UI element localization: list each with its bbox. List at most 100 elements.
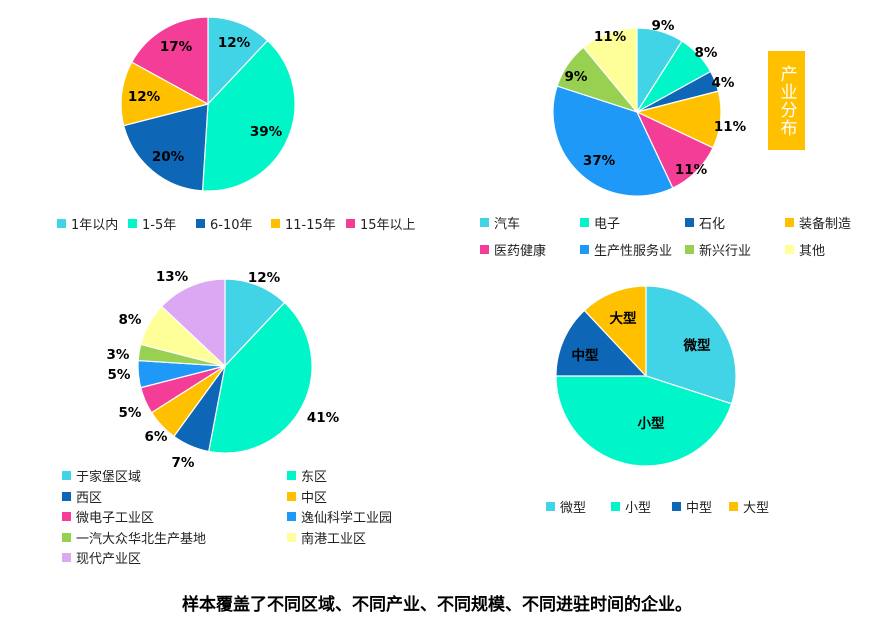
legend-swatch: [546, 502, 555, 511]
legend-item: 石化: [685, 213, 725, 232]
legend-swatch: [580, 245, 589, 254]
pie-2-data-label-4: 5%: [119, 405, 142, 421]
pie-2-slice-0: [224, 278, 286, 368]
legend-item: 微型: [546, 497, 586, 516]
legend-swatch: [480, 245, 489, 254]
legend-swatch: [785, 218, 794, 227]
pie-3-data-label-0: 微型: [683, 337, 712, 354]
pie-1-data-label-5: 37%: [583, 153, 616, 169]
legend-item: 生产性服务业: [580, 240, 672, 259]
legend-item: 小型: [611, 497, 651, 516]
pie-1-data-label-7: 11%: [594, 29, 627, 45]
legend-item: 南港工业区: [287, 528, 366, 547]
pie-0-slice-4: [130, 16, 209, 106]
legend-item: 大型: [729, 497, 769, 516]
legend-swatch: [57, 219, 66, 228]
legend-label: 于家堡区域: [76, 470, 142, 485]
legend-item: 15年以上: [346, 214, 416, 233]
legend-item: 医药健康: [480, 240, 546, 259]
pie-3-slice-1: [555, 375, 733, 467]
legend-label: 微型: [560, 501, 587, 516]
legend-item: 于家堡区域: [62, 466, 141, 485]
legend-item: 西区: [62, 487, 102, 506]
pie-2-data-label-2: 7%: [172, 455, 195, 471]
legend-label: 现代产业区: [76, 552, 142, 567]
legend-item: 6-10年: [196, 214, 253, 233]
legend-swatch: [729, 502, 738, 511]
legend-label: 逸仙科学工业园: [301, 511, 393, 526]
legend-label: 电子: [594, 217, 621, 232]
pie-1-data-label-1: 8%: [695, 45, 718, 61]
legend-item: 其他: [785, 240, 825, 259]
pie-1-slice-7: [582, 27, 638, 114]
legend-swatch: [287, 491, 296, 501]
legend-item: 微电子工业区: [62, 507, 154, 526]
pie-0-slice-0: [207, 16, 269, 106]
legend-swatch: [580, 218, 589, 227]
pie-0-slice-3: [120, 61, 210, 127]
legend-label: 微电子工业区: [76, 511, 155, 526]
legend-label: 中型: [686, 501, 713, 516]
pie-1: 9% 8% 4% 11% 11% 37% 9% 11%: [552, 18, 747, 197]
legend-swatch: [685, 245, 694, 254]
pie-1-slice-5: [552, 85, 674, 197]
legend-swatch: [271, 219, 280, 228]
legend-item: 1-5年: [128, 214, 176, 233]
pie-0-data-label-0: 12%: [218, 35, 251, 51]
legend-label: 中区: [301, 490, 328, 506]
legend-label: 大型: [743, 501, 770, 516]
legend-label: 小型: [625, 501, 652, 516]
legend-swatch: [346, 219, 355, 228]
legend-swatch: [287, 512, 296, 521]
pie-2-data-label-3: 6%: [145, 429, 168, 445]
legend-swatch: [62, 512, 71, 521]
pie-1-data-label-4: 11%: [675, 162, 708, 178]
legend-swatch: [128, 219, 137, 228]
legend-label: 东区: [301, 470, 328, 485]
pie-2: 12%41%7%6%5%5%3%8%13%: [107, 269, 340, 471]
legend-item: 11-15年: [271, 214, 336, 233]
legend-item: 一汽大众华北生产基地: [62, 528, 206, 547]
legend-item: 中型: [672, 497, 712, 516]
footer-note: 样本覆盖了不同区域、不同产业、不同规模、不同进驻时间的企业。: [182, 595, 692, 615]
pie-2-data-label-5: 5%: [108, 367, 131, 383]
legend-swatch: [62, 553, 71, 562]
legend-swatch: [287, 532, 296, 542]
legend-swatch: [480, 218, 489, 227]
pie-0: 12% 39% 20% 12% 17%: [120, 16, 296, 192]
legend-label: 装备制造: [799, 217, 852, 232]
pie-2-data-label-0: 12%: [248, 270, 281, 286]
legend-item: 逸仙科学工业园: [287, 507, 392, 526]
pie-3-data-label-1: 小型: [638, 415, 666, 432]
legend-label: 11-15年: [285, 218, 336, 233]
pie-1-data-label-3: 11%: [714, 119, 747, 135]
legend-label: 汽车: [494, 217, 521, 232]
legend-swatch: [62, 491, 71, 501]
legend-swatch: [685, 218, 694, 227]
pie-3-slice-0: [645, 285, 737, 405]
legend-label: 新兴行业: [699, 244, 752, 259]
legend-swatch: [287, 471, 296, 480]
legend-label: 西区: [76, 490, 103, 506]
pie-3-slice-2: [555, 309, 648, 377]
pie-2-data-label-1: 41%: [307, 410, 340, 426]
pie-3-slice-3: [583, 285, 647, 378]
pie-1-data-label-6: 9%: [565, 69, 588, 85]
pie-0-data-label-1: 39%: [250, 124, 283, 140]
legend-item: 电子: [580, 213, 620, 232]
legend-label: 石化: [699, 217, 726, 232]
legend-swatch: [62, 471, 71, 480]
legend-swatch: [611, 502, 620, 511]
legend-item: 1年以内: [57, 214, 118, 233]
legend-swatch: [672, 502, 681, 511]
pie-3-data-label-3: 大型: [610, 310, 638, 327]
legend-swatch: [196, 219, 205, 228]
legend-label: 南港工业区: [301, 531, 367, 547]
legend-label: 生产性服务业: [594, 244, 673, 259]
legend-label: 一汽大众华北生产基地: [76, 531, 207, 547]
pie-2-slice-8: [160, 278, 226, 368]
legend-item: 中区: [287, 487, 327, 506]
pie-2-data-label-8: 13%: [156, 269, 189, 285]
pie-2-data-label-6: 3%: [107, 347, 130, 363]
